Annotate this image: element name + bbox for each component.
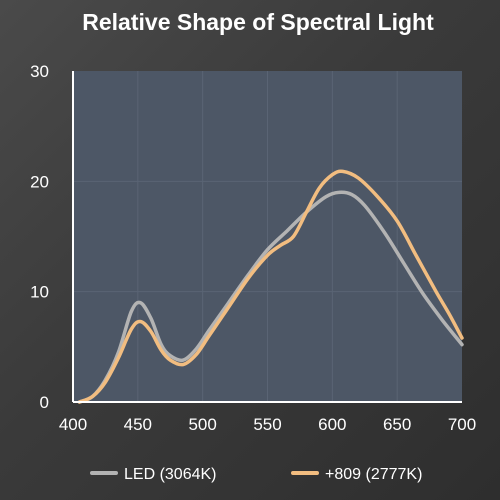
x-tick-label: 650 — [383, 415, 411, 434]
x-tick-label: 400 — [59, 415, 87, 434]
y-tick-label: 10 — [30, 283, 49, 302]
x-tick-labels: 400 450 500 550 600 650 700 — [59, 415, 476, 434]
x-tick-label: 450 — [124, 415, 152, 434]
grid-x — [137, 71, 398, 402]
legend: LED (3064K) +809 (2777K) — [90, 466, 422, 483]
x-tick-label: 700 — [448, 415, 476, 434]
x-tick-label: 550 — [253, 415, 281, 434]
series-line-2 — [77, 169, 464, 404]
y-tick-labels: 0 10 20 30 — [30, 62, 49, 412]
series-lines — [77, 169, 464, 404]
legend-label-2: +809 (2777K) — [325, 466, 422, 483]
legend-label-1: LED (3064K) — [124, 466, 217, 483]
series-line-1 — [77, 190, 464, 404]
grid-y — [73, 180, 462, 293]
y-tick-label: 30 — [30, 62, 49, 81]
x-tick-label: 600 — [318, 415, 346, 434]
y-tick-label: 0 — [40, 393, 49, 412]
chart-title: Relative Shape of Spectral Light — [82, 9, 434, 35]
y-tick-label: 20 — [30, 172, 49, 191]
x-tick-label: 500 — [188, 415, 216, 434]
